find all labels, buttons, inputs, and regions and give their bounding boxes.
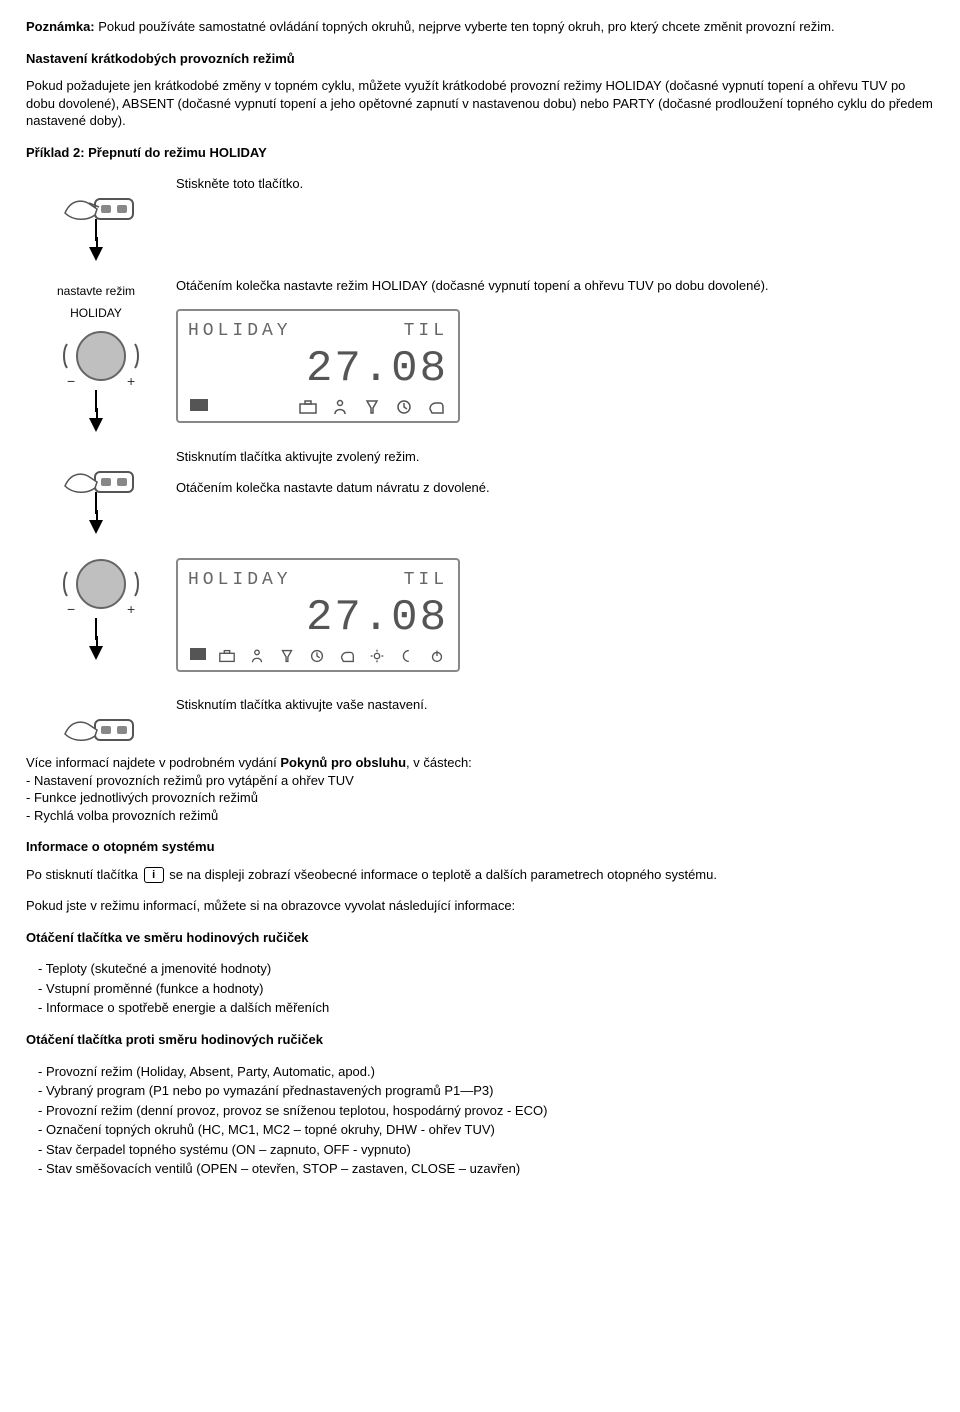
svg-text:−: − [67,373,75,389]
display1-line1-right: TIL [404,319,448,343]
ccw-item-4: Stav čerpadel topného systému (ON – zapn… [54,1141,934,1159]
info-mode-paragraph: Pokud jste v režimu informací, můžete si… [26,897,934,915]
glass-icon [278,648,296,664]
arrow-down-head-3 [89,520,103,534]
svg-text:−: − [67,601,75,617]
more-info-paragraph: Více informací najdete v podrobném vydán… [26,754,934,824]
heading-short-term-modes: Nastavení krátkodobých provozních režimů [26,50,934,68]
moon-icon [398,648,416,664]
left-label-line1: nastavte režim [26,283,166,299]
info-line-a: Po stisknutí tlačítka [26,867,142,882]
cw-item-0: Teploty (skutečné a jmenovité hodnoty) [54,960,934,978]
display2-big: 27.08 [188,596,448,640]
display2-line1-right: TIL [404,568,448,592]
more-info-item-0: - Nastavení provozních režimů pro vytápě… [26,773,354,788]
press-button-illustration-1 [61,179,131,219]
heading-system-info: Informace o otopném systému [26,838,934,856]
display2-line1-left: HOLIDAY [188,568,292,592]
glass-icon [362,399,382,415]
step1-text: Stiskněte toto tlačítko. [176,175,934,193]
step4-text: Otáčením kolečka nastavte datum návratu … [176,479,934,497]
example-title: Příklad 2: Přepnutí do režimu HOLIDAY [26,144,934,162]
rotary-dial-illustration-2: − + [61,554,131,614]
rotary-dial-illustration-1: − + [61,326,131,386]
ccw-item-0: Provozní režim (Holiday, Absent, Party, … [54,1063,934,1081]
step5-text: Stisknutím tlačítka aktivujte vaše nasta… [176,696,934,714]
ccw-item-1: Vybraný program (P1 nebo po vymazání pře… [54,1082,934,1100]
person-icon [330,399,350,415]
display2-icon-strip [188,644,448,664]
left-label-line2: HOLIDAY [26,305,166,321]
svg-text:+: + [127,373,135,389]
arrow-down-head-1 [89,247,103,261]
svg-text:+: + [127,601,135,617]
minus-indicator-icon-2 [190,648,206,660]
step2-text: Otáčením kolečka nastavte režim HOLIDAY … [176,277,934,295]
lcd-display-2: HOLIDAY TIL 27.08 [176,558,460,672]
ccw-list: Provozní režim (Holiday, Absent, Party, … [26,1063,934,1178]
ccw-item-5: Stav směšovacích ventilů (OPEN – otevřen… [54,1160,934,1178]
note-paragraph: Poznámka: Pokud používáte samostatné ovl… [26,18,934,36]
clock-icon [308,648,326,664]
cw-item-2: Informace o spotřebě energie a dalších m… [54,999,934,1017]
paragraph-short-term: Pokud požadujete jen krátkodobé změny v … [26,77,934,130]
cw-item-1: Vstupní proměnné (funkce a hodnoty) [54,980,934,998]
sun-icon [368,648,386,664]
press-button-illustration-2 [61,452,131,492]
display1-icon-strip [188,395,448,415]
display1-big: 27.08 [188,347,448,391]
step3-text: Stisknutím tlačítka aktivujte zvolený re… [176,448,934,466]
cw-list: Teploty (skutečné a jmenovité hodnoty) V… [26,960,934,1017]
clock-icon [394,399,414,415]
display1-line1-left: HOLIDAY [188,319,292,343]
power-icon [428,648,446,664]
info-button-paragraph: Po stisknutí tlačítka i se na displeji z… [26,866,934,884]
ccw-item-2: Provozní režim (denní provoz, provoz se … [54,1102,934,1120]
ccw-title: Otáčení tlačítka proti směru hodinových … [26,1031,934,1049]
more-info-item-1: - Funkce jednotlivých provozních režimů [26,790,258,805]
more-info-bold: Pokynů pro obsluhu [280,755,406,770]
hand-icon [426,399,446,415]
info-button-icon: i [144,867,164,883]
hand-icon [338,648,356,664]
more-info-item-2: - Rychlá volba provozních režimů [26,808,218,823]
note-text: Pokud používáte samostatné ovládání topn… [98,19,834,34]
suitcase-icon [218,648,236,664]
more-info-tail: , v částech: [406,755,472,770]
minus-indicator-icon [190,399,208,411]
person-icon [248,648,266,664]
press-button-illustration-3 [61,700,131,740]
suitcase-icon [298,399,318,415]
ccw-item-3: Označení topných okruhů (HC, MC1, MC2 – … [54,1121,934,1139]
arrow-down-head-4 [89,646,103,660]
info-line-b: se na displeji zobrazí všeobecné informa… [166,867,717,882]
more-info-intro: Více informací najdete v podrobném vydán… [26,755,280,770]
arrow-down-head-2 [89,418,103,432]
lcd-display-1: HOLIDAY TIL 27.08 [176,309,460,423]
cw-title: Otáčení tlačítka ve směru hodinových ruč… [26,929,934,947]
note-label: Poznámka: [26,19,95,34]
